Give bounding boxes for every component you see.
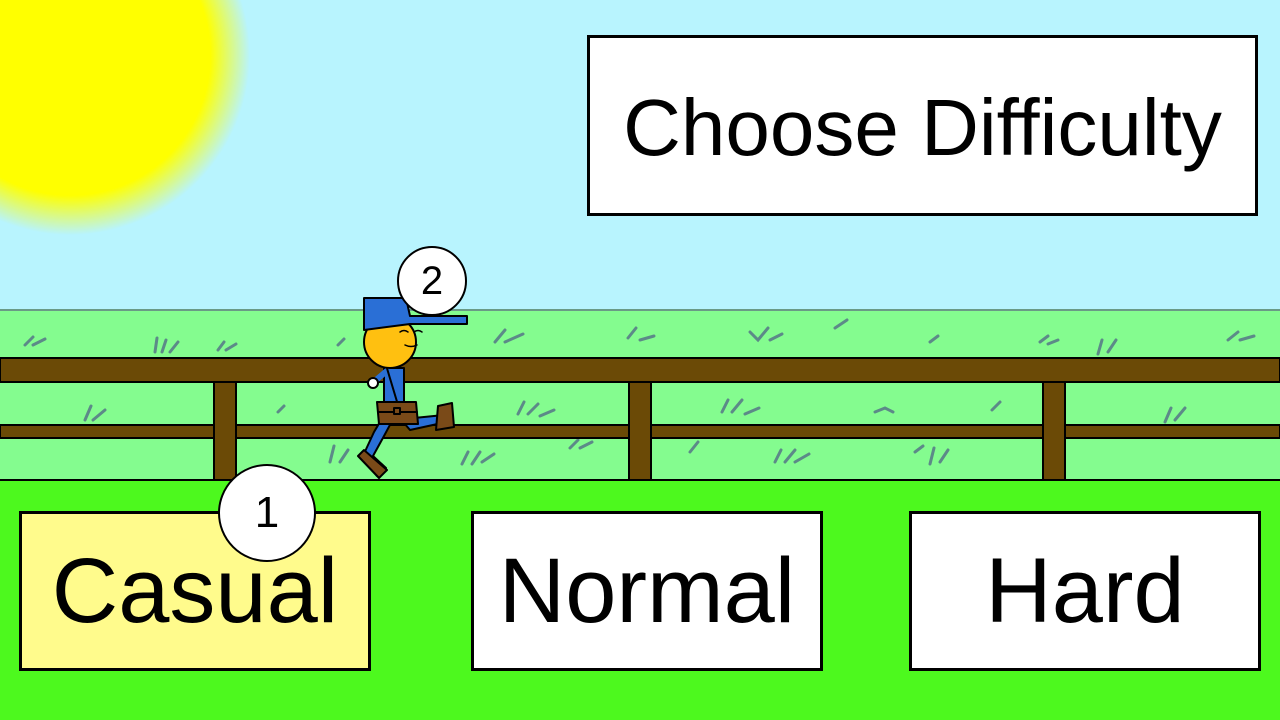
casual-label: Casual <box>51 539 339 642</box>
normal-difficulty-button[interactable]: Normal <box>471 511 823 671</box>
hard-difficulty-button[interactable]: Hard <box>909 511 1261 671</box>
casual-difficulty-button[interactable]: Casual <box>19 511 371 671</box>
marker-1-label: 1 <box>254 488 280 537</box>
marker-2-label: 2 <box>420 258 444 303</box>
normal-label: Normal <box>498 539 796 642</box>
fence-icon <box>0 357 1280 481</box>
sun-icon <box>0 0 250 235</box>
grass-tuft-icon <box>23 318 1256 466</box>
marker-1-badge: 1 <box>218 464 316 562</box>
page-title: Choose Difficulty <box>587 35 1258 216</box>
character-icon <box>357 297 468 479</box>
marker-2-badge: 2 <box>397 246 467 316</box>
page-title-text: Choose Difficulty <box>623 82 1222 172</box>
hard-label: Hard <box>985 539 1185 642</box>
